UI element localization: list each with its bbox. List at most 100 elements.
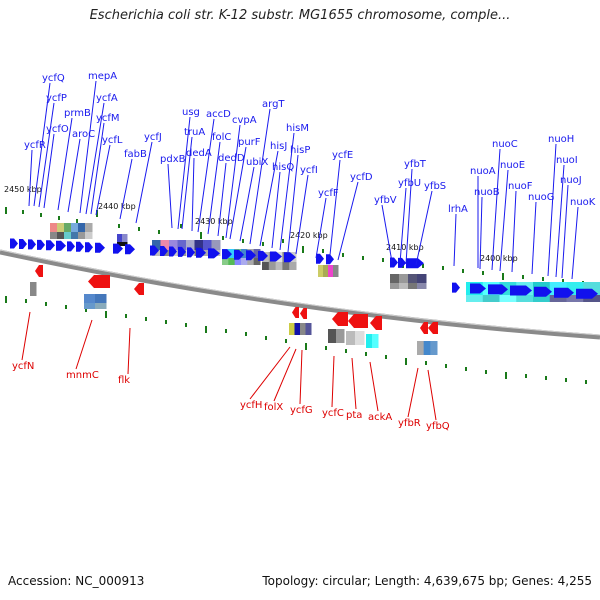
forward-gene-label: ycfQ <box>42 73 65 84</box>
forward-gene-arrow <box>284 252 296 263</box>
forward-gene-label: ycfL <box>102 135 123 146</box>
gene-block <box>499 295 517 302</box>
reverse-gene-arrow <box>300 308 307 319</box>
leader-line <box>561 184 569 279</box>
forward-gene-label: prmB <box>64 108 91 119</box>
gene-block <box>275 262 283 270</box>
gene-block <box>194 240 204 250</box>
tick-mark <box>45 302 47 306</box>
gene-block <box>549 295 567 302</box>
reverse-gene-label: ycfG <box>290 405 313 416</box>
reverse-gene-label: pta <box>346 410 362 421</box>
forward-gene-label: purF <box>238 137 261 148</box>
tick-mark <box>485 370 487 374</box>
forward-gene-label: usg <box>182 107 200 118</box>
kbp-label: 2410 kbp <box>386 243 424 252</box>
tick-mark <box>585 380 587 384</box>
forward-gene-label: nuoA <box>470 166 496 177</box>
forward-gene-label: ubiX <box>246 157 268 168</box>
gene-block <box>160 240 170 250</box>
leader-line <box>191 157 195 232</box>
chromosome-backbone-highlight <box>0 249 600 336</box>
leader-line <box>259 150 279 247</box>
forward-gene-label: pdxB <box>160 154 186 165</box>
reverse-gene-arrow <box>134 283 144 295</box>
reverse-gene-label: yfbQ <box>426 421 450 432</box>
gene-block <box>399 274 409 283</box>
gene-block <box>328 329 337 343</box>
forward-gene-arrow <box>46 240 55 251</box>
gene-block <box>84 294 96 303</box>
tick-mark <box>25 299 27 303</box>
leader-line <box>239 166 255 242</box>
tick-mark <box>322 249 324 253</box>
leader-line <box>427 369 437 421</box>
reverse-gene-arrow <box>428 322 438 334</box>
forward-gene-arrow <box>178 246 186 257</box>
gene-block <box>262 262 270 270</box>
forward-gene-arrow <box>160 246 168 256</box>
tick-mark <box>242 239 244 243</box>
forward-gene-label: yfbT <box>404 159 427 170</box>
forward-gene-arrow <box>326 254 334 265</box>
leader-line <box>337 181 359 261</box>
gene-block <box>289 262 297 270</box>
forward-gene-label: truA <box>184 127 205 138</box>
leader-line <box>499 169 509 272</box>
reverse-gene-arrow <box>370 316 382 330</box>
forward-gene-label: ycfA <box>96 93 118 104</box>
tick-mark <box>525 374 527 378</box>
tick-mark <box>505 372 507 379</box>
gene-block <box>117 242 128 246</box>
tick-mark <box>482 271 484 275</box>
gene-block <box>228 249 236 258</box>
forward-gene-arrow <box>406 258 424 269</box>
tick-mark <box>562 279 564 283</box>
gene-block <box>305 323 312 335</box>
gene-block <box>408 274 418 283</box>
forward-gene-arrow <box>234 249 244 260</box>
leader-line <box>57 117 73 211</box>
forward-gene-arrow <box>246 250 256 261</box>
gene-block <box>84 303 96 309</box>
forward-gene-arrow <box>452 282 460 293</box>
leader-line <box>299 349 303 405</box>
leader-line <box>181 136 193 230</box>
tick-mark <box>382 258 384 262</box>
chart-title: Escherichia coli str. K-12 substr. MG165… <box>89 8 511 23</box>
gene-block <box>399 283 409 289</box>
reverse-gene-label: ackA <box>368 412 392 423</box>
forward-gene-arrow <box>196 247 206 258</box>
forward-gene-arrow <box>150 245 159 256</box>
forward-gene-label: ycfE <box>332 150 353 161</box>
forward-gene-label: ycfJ <box>144 132 162 143</box>
gene-block <box>152 240 161 250</box>
forward-gene-label: hisP <box>290 145 310 156</box>
tick-mark <box>40 213 42 217</box>
gene-block <box>57 232 65 239</box>
forward-gene-label: ycfD <box>350 172 373 183</box>
tick-mark <box>145 317 147 321</box>
forward-gene-label: yfbS <box>424 181 446 192</box>
leader-line <box>479 196 483 270</box>
leader-line <box>33 82 51 207</box>
leader-line <box>119 158 133 220</box>
leader-line <box>38 102 55 208</box>
gene-block <box>336 329 345 343</box>
leader-line <box>329 159 341 256</box>
tick-mark <box>125 314 127 318</box>
leader-line <box>28 149 33 207</box>
gene-block <box>466 295 484 302</box>
tick-mark <box>282 239 284 243</box>
tick-mark <box>185 323 187 327</box>
forward-gene-arrow <box>208 248 220 259</box>
leader-line <box>249 108 271 245</box>
tick-mark <box>205 326 207 333</box>
gene-block <box>241 249 248 258</box>
gene-block <box>253 249 261 258</box>
gene-block <box>300 323 306 335</box>
kbp-label: 2430 kbp <box>195 217 233 226</box>
forward-gene-label: folC <box>212 132 231 143</box>
leader-line <box>287 154 299 253</box>
tick-mark <box>105 311 107 318</box>
